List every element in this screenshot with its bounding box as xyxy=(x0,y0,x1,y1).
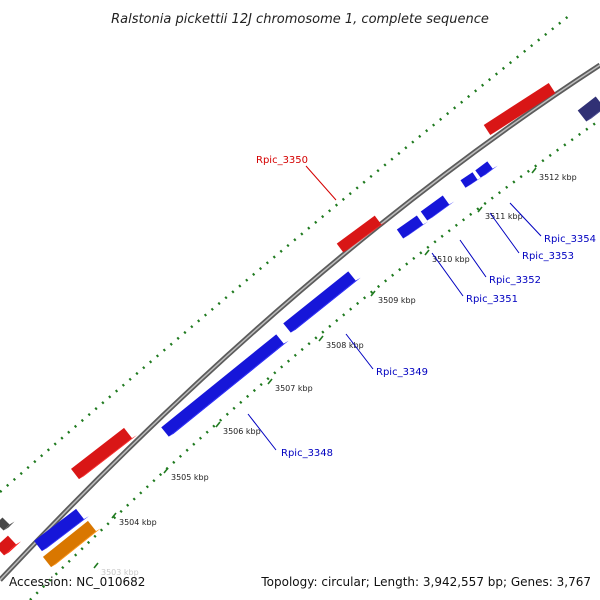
gene-leader-line xyxy=(509,202,542,237)
scale-tick-label: 3510 kbp xyxy=(432,255,470,264)
gene-leader-line xyxy=(345,333,374,370)
gene-label-rpic-3349[interactable]: Rpic_3349 xyxy=(376,367,428,378)
scale-tick-label: 3512 kbp xyxy=(539,173,577,182)
genome-summary-text: Topology: circular; Length: 3,942,557 bp… xyxy=(260,575,591,589)
scale-tick-label: 3504 kbp xyxy=(119,518,157,527)
gene-bar-other xyxy=(42,520,97,568)
scale-tick xyxy=(267,378,273,385)
scale-tick xyxy=(111,512,117,519)
gene-label-rpic-3353[interactable]: Rpic_3353 xyxy=(522,251,574,262)
scale-tick-label: 3511 kbp xyxy=(485,212,523,221)
gene-leader-line xyxy=(305,165,337,201)
gene-bar-reverse xyxy=(34,508,84,552)
scale-tick xyxy=(215,421,221,428)
gene-bar-forward xyxy=(336,215,382,253)
gene-bar-reverse xyxy=(460,172,478,188)
gene-label-rpic-3351[interactable]: Rpic_3351 xyxy=(466,294,518,305)
gene-label-rpic-3350[interactable]: Rpic_3350 xyxy=(256,155,308,166)
scale-tick-label: 3507 kbp xyxy=(275,384,313,393)
scale-tick-label: 3503 kbp xyxy=(101,568,139,577)
gene-bar-reverse-top xyxy=(480,165,498,178)
scale-tick xyxy=(424,249,430,256)
gene-bar-forward xyxy=(483,82,556,136)
gene-label-rpic-3352[interactable]: Rpic_3352 xyxy=(489,275,541,286)
gene-bar-reverse-top xyxy=(465,176,483,188)
gene-leader-line xyxy=(489,212,520,254)
gene-bar-forward-top xyxy=(343,221,387,253)
gene-bar-forward xyxy=(71,427,132,480)
gene-label-rpic-3354[interactable]: Rpic_3354 xyxy=(544,234,596,245)
gene-leader-line xyxy=(459,239,487,278)
gene-leader-line xyxy=(431,252,464,297)
gene-bar-reverse xyxy=(161,334,284,437)
gene-bar-reverse-top xyxy=(403,221,429,239)
gene-bar-reverse-top xyxy=(41,516,89,552)
gene-bar-grey-top xyxy=(3,521,15,531)
gene-bar-forward-top xyxy=(78,435,137,480)
scale-tick-label: 3505 kbp xyxy=(171,473,209,482)
gene-leader-line xyxy=(247,413,277,451)
scale-tick-label: 3506 kbp xyxy=(223,427,261,436)
gene-bar-reverse-top xyxy=(168,340,289,437)
map-title: Ralstonia pickettii 12J chromosome 1, co… xyxy=(111,12,489,27)
scale-tick xyxy=(93,562,99,569)
gene-bar-reverse xyxy=(420,195,450,221)
gene-bar-reverse xyxy=(396,215,424,239)
gene-bar-reverse-top xyxy=(427,201,455,221)
scale-tick xyxy=(477,206,483,213)
gene-bar-dark xyxy=(577,96,600,122)
gene-bar-forward-top xyxy=(4,541,22,556)
scale-tick-label: 3508 kbp xyxy=(326,341,364,350)
gene-bar-other-top xyxy=(51,528,102,568)
gene-bar-forward xyxy=(0,535,17,556)
gene-bar-forward-top xyxy=(490,90,561,136)
gene-bar-grey xyxy=(0,517,10,531)
inner-tick-track xyxy=(29,118,600,600)
accession-text: Accession: NC_010682 xyxy=(9,575,145,589)
gene-bar-reverse xyxy=(283,271,356,333)
gene-bar-dark-top xyxy=(586,110,600,122)
gene-label-rpic-3348[interactable]: Rpic_3348 xyxy=(281,448,333,459)
chromosome-backbone-highlight xyxy=(0,64,600,581)
scale-tick-label: 3509 kbp xyxy=(378,296,416,305)
scale-tick xyxy=(370,290,376,297)
outer-tick-track xyxy=(0,14,571,493)
scale-tick xyxy=(163,467,169,474)
gene-bar-reverse-top xyxy=(290,277,361,333)
scale-tick xyxy=(531,167,537,174)
scale-tick xyxy=(318,335,324,342)
gene-bar-reverse xyxy=(475,161,493,178)
